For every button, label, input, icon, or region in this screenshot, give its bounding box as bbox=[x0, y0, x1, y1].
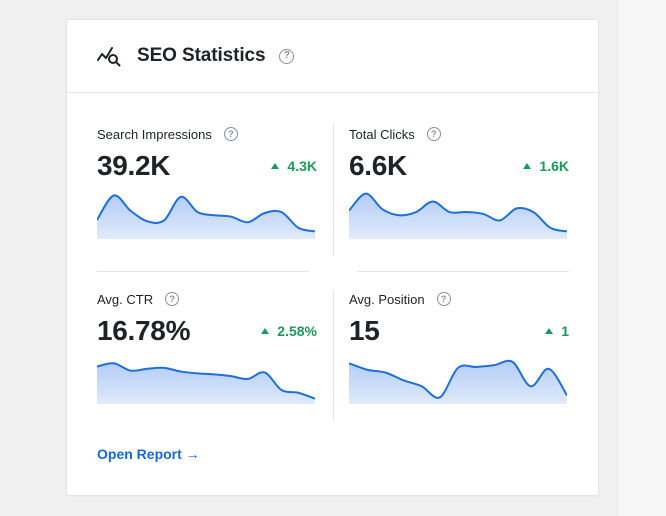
sparkline-line bbox=[349, 192, 567, 233]
vertical-divider bbox=[333, 124, 334, 256]
sparkline-chart bbox=[349, 192, 567, 239]
up-arrow-icon bbox=[261, 328, 270, 334]
help-icon[interactable]: ? bbox=[165, 292, 180, 306]
metric-change: 2.58% bbox=[261, 323, 317, 339]
metric-label: Total Clicks bbox=[349, 126, 415, 142]
metric-change-value: 2.58% bbox=[277, 323, 317, 339]
metric-avg-ctr: Avg. CTR ? 16.78% 2.58% bbox=[97, 290, 317, 404]
metric-label: Search Impressions bbox=[97, 126, 212, 142]
up-arrow-icon bbox=[271, 163, 280, 169]
sparkline-area bbox=[97, 195, 315, 239]
metric-value: 39.2K bbox=[97, 150, 171, 181]
card-title: SEO Statistics bbox=[137, 45, 266, 66]
right-panel bbox=[617, 0, 666, 516]
open-report-link[interactable]: Open Report → bbox=[97, 446, 200, 462]
metric-total-clicks: Total Clicks ? 6.6K 1.6K bbox=[349, 125, 569, 239]
up-arrow-icon bbox=[545, 328, 554, 334]
sparkline-chart bbox=[349, 359, 567, 404]
up-arrow-icon bbox=[523, 163, 532, 169]
metric-label: Avg. Position bbox=[349, 291, 425, 307]
vertical-divider bbox=[333, 290, 334, 420]
metric-avg-position: Avg. Position ? 15 1 bbox=[349, 290, 569, 404]
metric-change: 1.6K bbox=[523, 158, 569, 174]
sparkline-line bbox=[349, 359, 567, 399]
metric-change-value: 4.3K bbox=[287, 158, 317, 174]
card-header: SEO Statistics ? bbox=[67, 20, 598, 93]
seo-statistics-card: SEO Statistics ? Search Impressions ? 39… bbox=[66, 19, 599, 496]
sparkline-chart bbox=[97, 362, 315, 404]
sparkline-area bbox=[349, 193, 567, 239]
horizontal-divider bbox=[97, 271, 309, 272]
sparkline-chart bbox=[97, 194, 315, 239]
sparkline-line bbox=[97, 194, 315, 233]
metric-value: 6.6K bbox=[349, 150, 407, 181]
help-icon[interactable]: ? bbox=[436, 292, 451, 306]
trend-search-icon bbox=[97, 45, 123, 67]
sparkline-area bbox=[349, 360, 567, 404]
help-icon[interactable]: ? bbox=[279, 48, 295, 64]
help-icon[interactable]: ? bbox=[223, 127, 238, 141]
metric-search-impressions: Search Impressions ? 39.2K 4.3K bbox=[97, 125, 317, 239]
metric-value: 15 bbox=[349, 315, 380, 346]
sparkline-area bbox=[97, 363, 315, 404]
horizontal-divider bbox=[357, 271, 569, 272]
sparkline-line bbox=[97, 362, 315, 400]
metric-change: 1 bbox=[545, 323, 569, 339]
metric-change-value: 1 bbox=[561, 323, 569, 339]
metric-change: 4.3K bbox=[271, 158, 317, 174]
metric-change-value: 1.6K bbox=[539, 158, 569, 174]
metric-value: 16.78% bbox=[97, 315, 191, 346]
metric-label: Avg. CTR bbox=[97, 291, 154, 307]
help-icon[interactable]: ? bbox=[426, 127, 441, 141]
